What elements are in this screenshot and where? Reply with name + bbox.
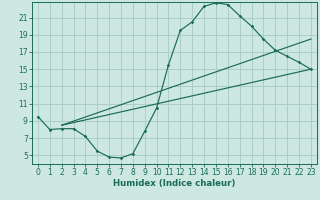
X-axis label: Humidex (Indice chaleur): Humidex (Indice chaleur) (113, 179, 236, 188)
